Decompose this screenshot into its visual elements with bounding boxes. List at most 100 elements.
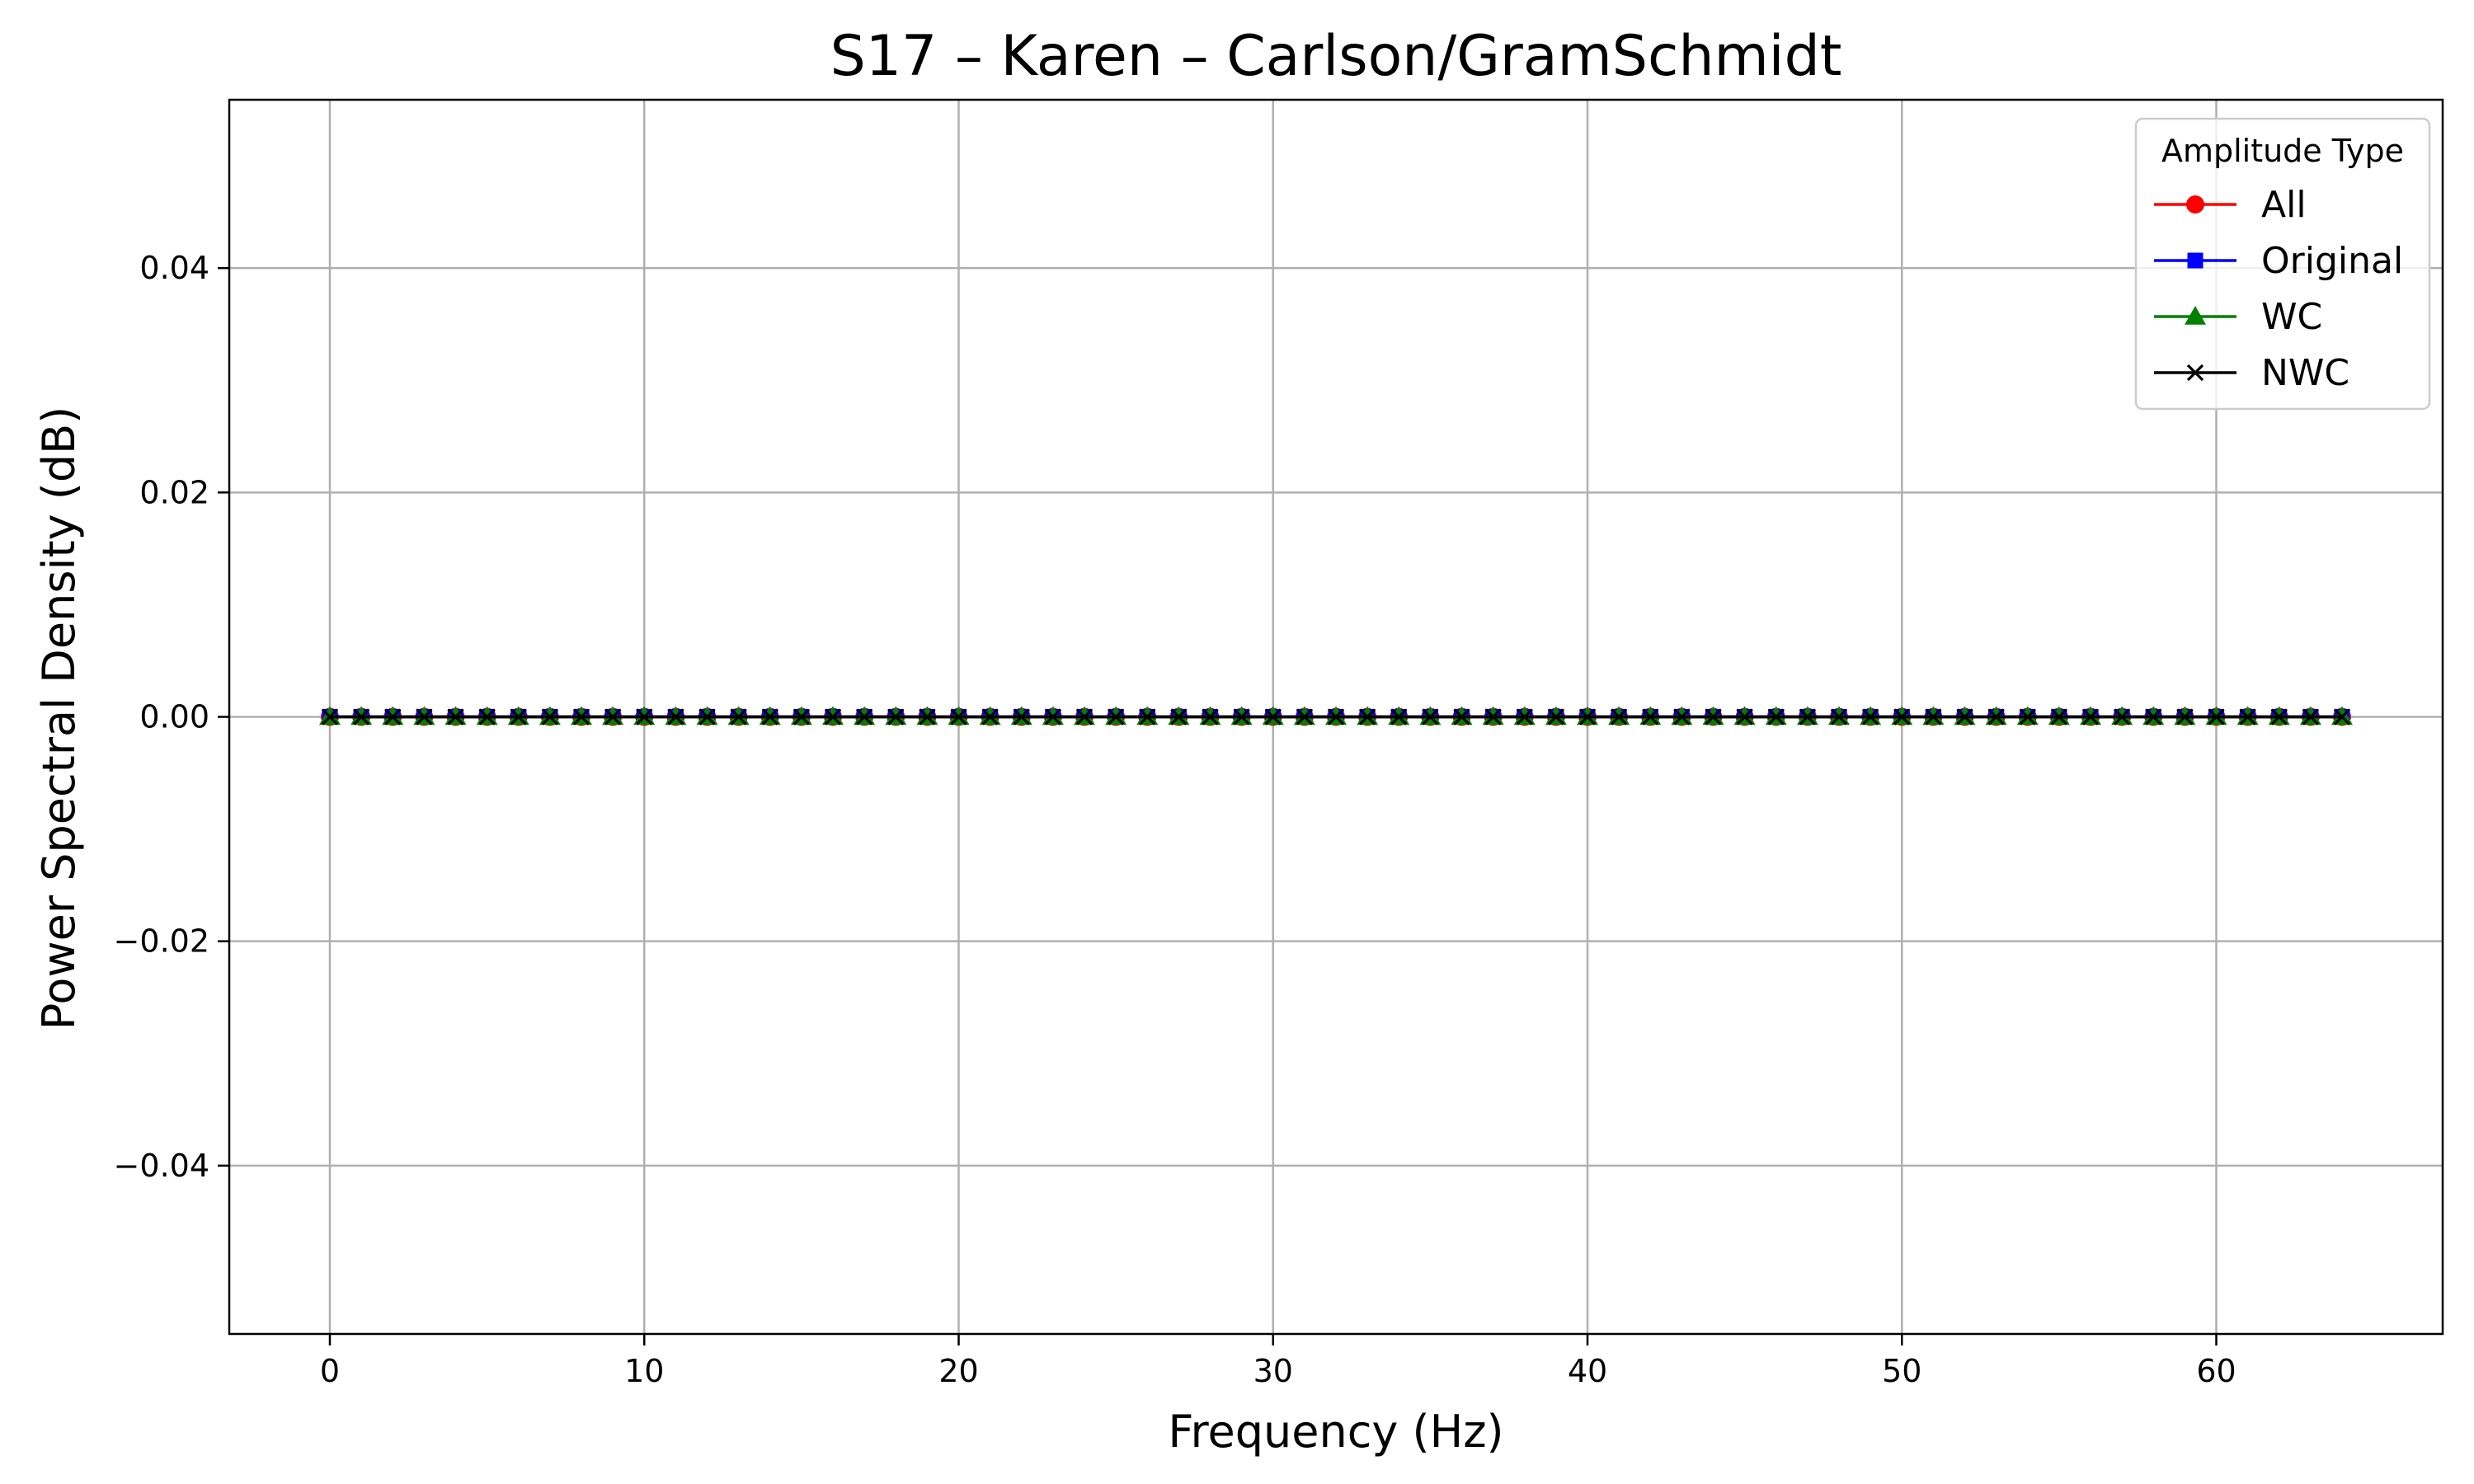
y-tick-label: −0.04 (114, 1148, 209, 1184)
data-point (1642, 708, 1659, 726)
y-axis-label: Power Spectral Density (dB) (33, 406, 85, 1030)
data-point (1578, 708, 1597, 726)
data-point (447, 708, 464, 726)
legend-label: Original (2261, 240, 2403, 282)
x-tick-label: 50 (1882, 1353, 1921, 1389)
data-point (416, 708, 433, 726)
data-point (636, 708, 653, 726)
data-point (1673, 708, 1691, 726)
data-point (2270, 708, 2288, 726)
data-point (793, 708, 811, 726)
data-point (2333, 708, 2351, 726)
data-point (824, 708, 842, 726)
data-point (541, 708, 559, 726)
legend-label: WC (2261, 296, 2322, 338)
data-point (2302, 708, 2320, 726)
legend-marker (2186, 364, 2204, 382)
data-point (1139, 708, 1156, 726)
data-point (321, 708, 339, 726)
legend-frame (2134, 117, 2431, 411)
legend-marker (2185, 306, 2206, 325)
x-tick-label: 40 (1568, 1353, 1607, 1389)
data-point (2239, 708, 2256, 726)
data-point (384, 708, 402, 726)
data-point (981, 708, 999, 726)
series-layer (319, 706, 2353, 726)
data-point (572, 708, 590, 726)
data-point (1453, 708, 1470, 726)
data-point (1987, 708, 2005, 726)
data-point (1358, 708, 1376, 726)
legend-label: NWC (2261, 352, 2349, 394)
legend-label: All (2261, 184, 2307, 226)
data-point (1296, 708, 1314, 726)
data-point (1013, 708, 1030, 726)
data-point (855, 708, 873, 726)
legend-title: Amplitude Type (2161, 133, 2404, 169)
data-point (1736, 708, 1753, 726)
data-point (1327, 708, 1345, 726)
x-tick-label: 60 (2196, 1353, 2236, 1389)
data-point (1075, 708, 1094, 726)
data-point (478, 708, 496, 726)
data-point (1861, 708, 1879, 726)
data-point (2208, 708, 2225, 726)
data-point (2019, 708, 2036, 726)
data-point (352, 708, 370, 726)
legend-entry-nwc: NWC (2154, 352, 2349, 394)
data-point (950, 708, 967, 726)
y-tick-label: 0.00 (139, 699, 209, 735)
data-point (1925, 708, 1942, 726)
y-tick-label: −0.02 (114, 923, 209, 960)
x-axis-label: Frequency (Hz) (1168, 1406, 1503, 1458)
data-point (1484, 708, 1502, 726)
ticks: 0 10 20 30 40 50 60 −0.04 −0.02 0.00 0.02 0.04 (114, 250, 2236, 1389)
data-point (1107, 708, 1125, 726)
chart-title: S17 – Karen – Carlson/GramSchmidt (830, 24, 1842, 89)
data-point (1799, 708, 1817, 726)
data-point (1202, 708, 1219, 726)
data-point (510, 708, 527, 726)
y-tick-label: 0.04 (139, 250, 209, 286)
data-point (2081, 708, 2100, 726)
data-point (730, 708, 747, 726)
legend-marker (2186, 195, 2204, 214)
x-tick-label: 20 (938, 1353, 978, 1389)
data-point (1044, 708, 1062, 726)
legend-entry-original: Original (2154, 240, 2403, 282)
data-point (1170, 708, 1188, 726)
data-point (2145, 708, 2162, 726)
legend-marker (2187, 252, 2204, 269)
data-point (1705, 708, 1722, 726)
data-point (887, 708, 905, 726)
x-tick-label: 0 (320, 1353, 340, 1389)
data-point (1830, 708, 1848, 726)
data-point (2050, 708, 2068, 726)
data-point (698, 708, 716, 726)
legend: Amplitude Type All Original WC NWC (2134, 117, 2431, 411)
legend-entry-wc: WC (2154, 296, 2322, 338)
data-point (1264, 708, 1282, 726)
data-point (1516, 708, 1533, 726)
y-tick-label: 0.02 (139, 474, 209, 510)
data-point (604, 708, 622, 726)
x-tick-label: 30 (1253, 1353, 1293, 1389)
series-nwc (321, 708, 2351, 726)
data-point (2113, 708, 2131, 726)
data-point (1610, 708, 1628, 726)
data-point (1956, 708, 1973, 726)
data-point (667, 708, 684, 726)
data-point (761, 708, 778, 726)
data-point (1893, 708, 1911, 726)
data-point (2176, 708, 2194, 726)
data-point (1390, 708, 1408, 726)
data-point (1422, 708, 1439, 726)
x-tick-label: 10 (624, 1353, 664, 1389)
legend-entry-all: All (2154, 184, 2307, 226)
data-point (1767, 708, 1785, 726)
data-point (1233, 708, 1250, 726)
data-point (919, 708, 936, 726)
data-point (1547, 708, 1565, 726)
